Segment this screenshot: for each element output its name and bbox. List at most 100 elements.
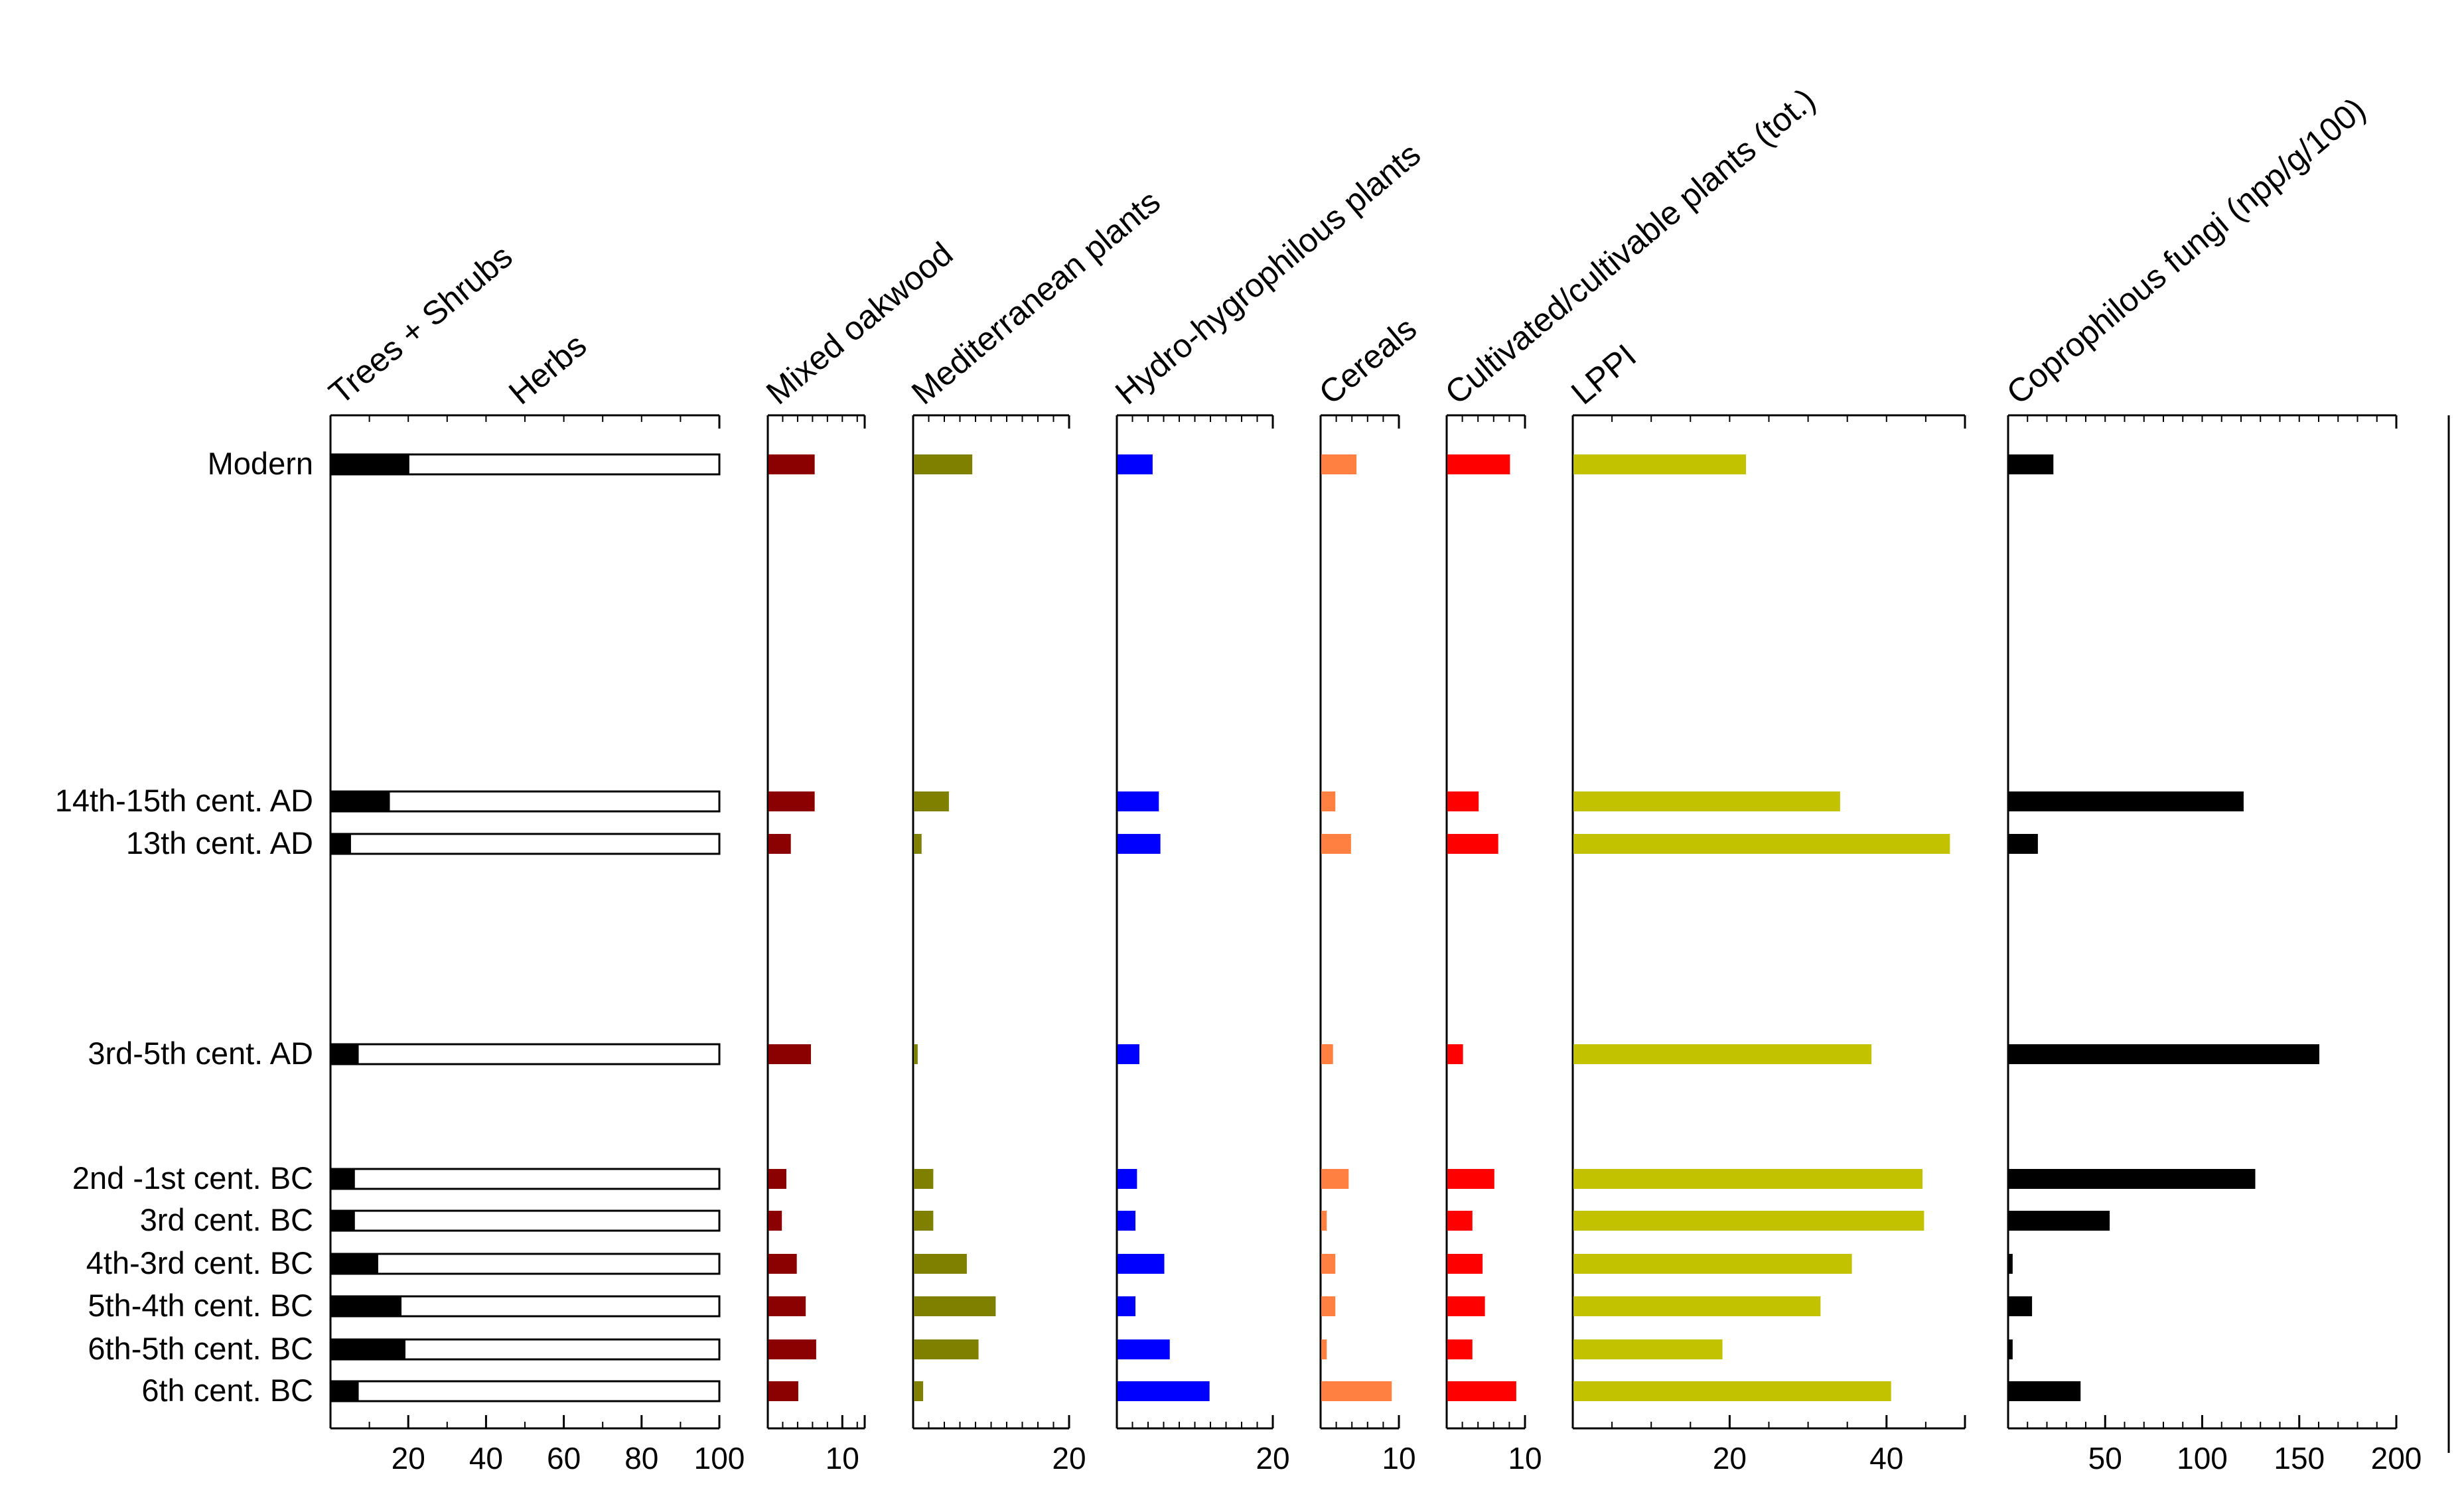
- bar-mixed-oakwood-13th-cent-ad: [768, 834, 791, 854]
- bar-cultivated-cultivable-plants-tot-2nd-1st-cent-bc: [1447, 1169, 1494, 1189]
- bar-lppi-6th-5th-cent-bc: [1573, 1339, 1723, 1359]
- bar-mediterranean-plants-5th-4th-cent-bc: [914, 1296, 996, 1316]
- bar-hydro-hygrophilous-plants-4th-3rd-cent-bc: [1118, 1254, 1165, 1274]
- bar-mixed-oakwood-2nd-1st-cent-bc: [768, 1169, 786, 1189]
- panel-title-trees-shrubs: Trees + Shrubs: [322, 238, 519, 411]
- bar-lppi-modern: [1573, 454, 1747, 474]
- bar-herbs-13th-cent-ad: [348, 833, 721, 855]
- bar-lppi-4th-3rd-cent-bc: [1573, 1254, 1852, 1274]
- bar-trees-shrubs-13th-cent-ad: [329, 833, 351, 855]
- bar-cereals-6th-cent-bc: [1321, 1381, 1392, 1401]
- bar-mediterranean-plants-modern: [914, 454, 973, 474]
- tick-label-trees-shrubs-60: 60: [547, 1441, 581, 1475]
- bar-cereals-5th-4th-cent-bc: [1321, 1296, 1336, 1316]
- bar-mixed-oakwood-5th-4th-cent-bc: [768, 1296, 806, 1316]
- bar-trees-shrubs-4th-3rd-cent-bc: [329, 1253, 378, 1275]
- bar-trees-shrubs-6th-5th-cent-bc: [329, 1338, 405, 1361]
- bar-mixed-oakwood-14th-15th-cent-ad: [768, 791, 815, 811]
- bar-trees-shrubs-3rd-cent-bc: [329, 1209, 355, 1232]
- category-label-13th-cent-ad: 13th cent. AD: [126, 825, 313, 860]
- bar-coprophilous-fungi-npp-g-100-6th-5th-cent-bc: [2009, 1339, 2013, 1359]
- bar-hydro-hygrophilous-plants-6th-cent-bc: [1118, 1381, 1210, 1401]
- tick-label-mediterranean-plants-20: 20: [1052, 1441, 1086, 1475]
- tick-label-trees-shrubs-20: 20: [392, 1441, 425, 1475]
- bar-trees-shrubs-2nd-1st-cent-bc: [329, 1168, 355, 1190]
- category-label-3rd-cent-bc: 3rd cent. BC: [140, 1202, 313, 1237]
- bar-coprophilous-fungi-npp-g-100-modern: [2009, 454, 2054, 474]
- bar-cereals-14th-15th-cent-ad: [1321, 791, 1336, 811]
- bar-cereals-modern: [1321, 454, 1357, 474]
- bar-hydro-hygrophilous-plants-14th-15th-cent-ad: [1118, 791, 1159, 811]
- tick-label-mixed-oakwood-10: 10: [826, 1441, 859, 1475]
- bar-herbs-3rd-cent-bc: [352, 1209, 721, 1232]
- bar-mediterranean-plants-3rd-cent-bc: [914, 1211, 934, 1231]
- panel-title-cereals: Cereals: [1312, 310, 1423, 412]
- bar-hydro-hygrophilous-plants-5th-4th-cent-bc: [1118, 1296, 1136, 1316]
- bar-cultivated-cultivable-plants-tot-3rd-5th-cent-ad: [1447, 1044, 1463, 1064]
- category-label-4th-3rd-cent-bc: 4th-3rd cent. BC: [86, 1245, 313, 1280]
- bar-mixed-oakwood-6th-cent-bc: [768, 1381, 798, 1401]
- bar-hydro-hygrophilous-plants-3rd-cent-bc: [1118, 1211, 1136, 1231]
- bar-cultivated-cultivable-plants-tot-6th-cent-bc: [1447, 1381, 1516, 1401]
- category-label-6th-5th-cent-bc: 6th-5th cent. BC: [88, 1331, 313, 1366]
- tick-label-coprophilous-fungi-npp-g-100-200: 200: [2371, 1441, 2422, 1475]
- bar-mediterranean-plants-4th-3rd-cent-bc: [914, 1254, 967, 1274]
- bar-coprophilous-fungi-npp-g-100-2nd-1st-cent-bc: [2009, 1169, 2256, 1189]
- bar-hydro-hygrophilous-plants-13th-cent-ad: [1118, 834, 1161, 854]
- bar-trees-shrubs-modern: [329, 453, 409, 476]
- category-label-2nd-1st-cent-bc: 2nd -1st cent. BC: [72, 1160, 313, 1195]
- bar-herbs-modern: [407, 453, 721, 476]
- bar-herbs-5th-4th-cent-bc: [399, 1295, 721, 1318]
- category-label-3rd-5th-cent-ad: 3rd-5th cent. AD: [88, 1036, 313, 1071]
- tick-label-coprophilous-fungi-npp-g-100-50: 50: [2088, 1441, 2122, 1475]
- category-label-6th-cent-bc: 6th cent. BC: [141, 1373, 313, 1408]
- bar-herbs-6th-5th-cent-bc: [403, 1338, 721, 1361]
- bar-lppi-3rd-cent-bc: [1573, 1211, 1924, 1231]
- bar-mediterranean-plants-6th-cent-bc: [914, 1381, 924, 1401]
- bar-mixed-oakwood-4th-3rd-cent-bc: [768, 1254, 797, 1274]
- bar-coprophilous-fungi-npp-g-100-6th-cent-bc: [2009, 1381, 2081, 1401]
- tick-label-lppi-20: 20: [1713, 1441, 1747, 1475]
- tick-label-trees-shrubs-80: 80: [624, 1441, 658, 1475]
- bar-hydro-hygrophilous-plants-3rd-5th-cent-ad: [1118, 1044, 1139, 1064]
- tick-label-coprophilous-fungi-npp-g-100-150: 150: [2274, 1441, 2325, 1475]
- panel-bars: [329, 453, 2319, 1402]
- bar-mediterranean-plants-6th-5th-cent-bc: [914, 1339, 979, 1359]
- bar-coprophilous-fungi-npp-g-100-3rd-cent-bc: [2009, 1211, 2110, 1231]
- bar-herbs-3rd-5th-cent-ad: [356, 1043, 721, 1065]
- bar-lppi-2nd-1st-cent-bc: [1573, 1169, 1922, 1189]
- bar-mixed-oakwood-6th-5th-cent-bc: [768, 1339, 816, 1359]
- tick-label-cereals-10: 10: [1382, 1441, 1415, 1475]
- bar-coprophilous-fungi-npp-g-100-3rd-5th-cent-ad: [2009, 1044, 2319, 1064]
- bar-cultivated-cultivable-plants-tot-6th-5th-cent-bc: [1447, 1339, 1473, 1359]
- panel-title-coprophilous-fungi-npp-g-100: Coprophilous fungi (npp/g/100): [1999, 90, 2372, 411]
- bar-lppi-3rd-5th-cent-ad: [1573, 1044, 1872, 1064]
- tick-labels: 20 40 60 80 100 10 20 20 10 10 20 40 50 100 150 200: [392, 1441, 2422, 1475]
- bar-herbs-4th-3rd-cent-bc: [376, 1253, 721, 1275]
- bar-cultivated-cultivable-plants-tot-3rd-cent-bc: [1447, 1211, 1473, 1231]
- bar-cereals-2nd-1st-cent-bc: [1321, 1169, 1349, 1189]
- bar-mediterranean-plants-13th-cent-ad: [914, 834, 922, 854]
- bar-cultivated-cultivable-plants-tot-13th-cent-ad: [1447, 834, 1498, 854]
- bar-mixed-oakwood-3rd-cent-bc: [768, 1211, 782, 1231]
- bar-lppi-14th-15th-cent-ad: [1573, 791, 1840, 811]
- bar-herbs-6th-cent-bc: [356, 1380, 721, 1402]
- category-label-5th-4th-cent-bc: 5th-4th cent. BC: [88, 1288, 313, 1323]
- bar-trees-shrubs-14th-15th-cent-ad: [329, 790, 390, 813]
- bar-lppi-5th-4th-cent-bc: [1573, 1296, 1821, 1316]
- category-label-14th-15th-cent-ad: 14th-15th cent. AD: [55, 783, 313, 818]
- bar-cultivated-cultivable-plants-tot-14th-15th-cent-ad: [1447, 791, 1479, 811]
- bar-cultivated-cultivable-plants-tot-5th-4th-cent-bc: [1447, 1296, 1485, 1316]
- bar-mixed-oakwood-3rd-5th-cent-ad: [768, 1044, 812, 1064]
- tick-label-cultivated-cultivable-plants-tot-10: 10: [1508, 1441, 1542, 1475]
- bar-coprophilous-fungi-npp-g-100-14th-15th-cent-ad: [2009, 791, 2244, 811]
- panel-axes: [329, 414, 2450, 1453]
- bar-herbs-2nd-1st-cent-bc: [352, 1168, 721, 1190]
- bar-cereals-13th-cent-ad: [1321, 834, 1351, 854]
- tick-label-trees-shrubs-100: 100: [694, 1441, 745, 1475]
- bar-cereals-3rd-5th-cent-ad: [1321, 1044, 1333, 1064]
- category-label-modern: Modern: [208, 446, 313, 481]
- bar-cultivated-cultivable-plants-tot-modern: [1447, 454, 1510, 474]
